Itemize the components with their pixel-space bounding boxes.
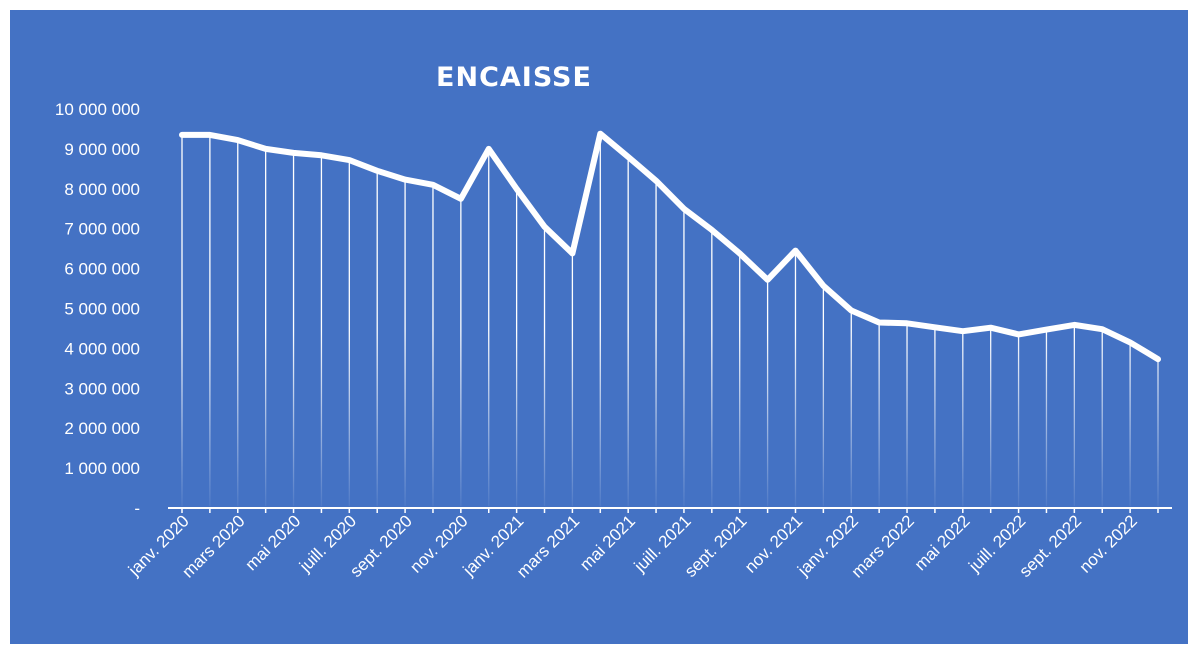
data-point	[878, 321, 880, 323]
data-point	[544, 226, 546, 228]
data-point	[962, 330, 964, 332]
data-point	[181, 134, 183, 136]
y-tick-label: -	[134, 499, 140, 518]
data-point	[794, 250, 796, 252]
data-point	[1045, 329, 1047, 331]
data-point	[460, 198, 462, 200]
data-point	[237, 139, 239, 141]
y-tick-label: 3 000 000	[64, 379, 140, 398]
chart-title: ENCAISSE	[436, 62, 592, 93]
y-tick-label: 8 000 000	[64, 180, 140, 199]
data-point	[571, 252, 573, 254]
x-tick-label: nov. 2022	[1076, 511, 1141, 576]
data-point	[293, 152, 295, 154]
series-line	[179, 130, 1161, 363]
data-point	[906, 322, 908, 324]
series-encaisse	[179, 130, 1161, 363]
data-point	[404, 179, 406, 181]
data-point	[850, 309, 852, 311]
data-point	[1101, 328, 1103, 330]
data-point	[655, 180, 657, 182]
data-point	[711, 229, 713, 231]
data-point	[209, 134, 211, 136]
data-point	[599, 133, 601, 135]
data-point	[488, 148, 490, 150]
x-tick-label: mai 2020	[241, 511, 304, 574]
data-point	[516, 188, 518, 190]
y-tick-label: 1 000 000	[64, 459, 140, 478]
data-point	[990, 327, 992, 329]
x-tick-label: mai 2021	[576, 511, 639, 574]
y-tick-label: 9 000 000	[64, 140, 140, 159]
data-point	[767, 279, 769, 281]
y-axis: - 1 000 000 2 000 000 3 000 000 4 000 000 5 0…	[55, 100, 140, 518]
data-point	[432, 184, 434, 186]
y-tick-label: 5 000 000	[64, 300, 140, 319]
data-point	[1018, 333, 1020, 335]
y-tick-label: 10 000 000	[55, 100, 140, 119]
data-point	[348, 159, 350, 161]
y-tick-label: 7 000 000	[64, 220, 140, 239]
data-point	[265, 148, 267, 150]
y-tick-label: 2 000 000	[64, 419, 140, 438]
data-point	[376, 170, 378, 172]
y-tick-label: 6 000 000	[64, 260, 140, 279]
y-tick-label: 4 000 000	[64, 339, 140, 358]
data-point	[822, 285, 824, 287]
x-tick-label: mai 2022	[911, 511, 974, 574]
data-point	[739, 252, 741, 254]
data-point	[1073, 324, 1075, 326]
data-point	[320, 154, 322, 156]
drop-lines	[181, 133, 1159, 506]
data-point	[1129, 341, 1131, 343]
data-point	[683, 208, 685, 210]
data-point	[627, 156, 629, 158]
data-point	[1157, 358, 1159, 360]
data-point	[934, 326, 936, 328]
